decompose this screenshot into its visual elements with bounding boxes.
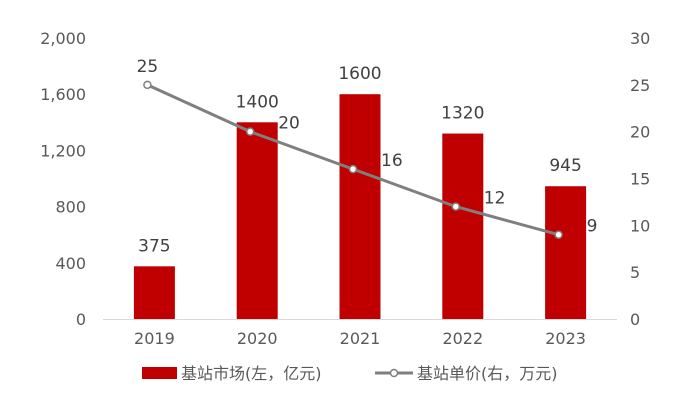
y-left-tick-label: 1,600 — [40, 85, 86, 104]
line-point-2023 — [554, 230, 563, 239]
line-point-2019 — [143, 80, 152, 90]
bar-data-label: 1320 — [441, 104, 484, 124]
y-left-tick-label: 2,000 — [40, 29, 86, 48]
bar-2022 — [442, 133, 484, 319]
bar-data-label: 1600 — [338, 64, 381, 84]
x-tick-label: 2020 — [237, 329, 278, 348]
line-data-label: 9 — [587, 217, 598, 237]
x-tick-label: 2021 — [340, 329, 381, 348]
y-right-tick-label: 5 — [630, 263, 640, 282]
y-left-tick-label: 1,200 — [40, 141, 86, 160]
x-tick-label: 2022 — [442, 329, 483, 348]
y-right-tick-label: 30 — [630, 29, 650, 48]
line-point-2020 — [245, 127, 255, 136]
y-right-tick-label: 20 — [630, 123, 650, 142]
bar-data-label: 1400 — [236, 92, 279, 112]
y-right-tick-label: 25 — [630, 76, 650, 95]
bar-2021 — [339, 94, 381, 319]
legend-line-label: 基站单价(右，万元) — [417, 364, 558, 383]
bar-2019 — [133, 266, 175, 319]
x-tick-label: 2023 — [545, 329, 586, 348]
line-data-label: 20 — [278, 114, 300, 134]
bar-data-label: 945 — [549, 156, 581, 176]
y-right-tick-label: 15 — [630, 170, 650, 189]
bar-2023 — [545, 186, 587, 319]
line-data-label: 25 — [137, 57, 159, 77]
legend-line-marker — [389, 368, 399, 378]
bar-2020 — [236, 122, 278, 319]
x-tick-label: 2019 — [134, 329, 175, 348]
legend-bar-label: 基站市场(左，亿元) — [181, 364, 322, 383]
line-data-label: 12 — [484, 189, 506, 209]
line-data-label: 16 — [381, 151, 403, 171]
legend-bar-swatch — [142, 367, 177, 379]
y-left-tick-label: 400 — [55, 254, 86, 273]
bar-data-label: 375 — [138, 236, 170, 256]
y-left-tick-label: 0 — [76, 310, 86, 329]
y-right-tick-label: 0 — [630, 310, 640, 329]
line-point-2021 — [348, 164, 358, 174]
line-point-2022 — [451, 202, 461, 211]
y-left-tick-label: 800 — [55, 198, 86, 217]
y-right-tick-label: 10 — [630, 216, 650, 235]
